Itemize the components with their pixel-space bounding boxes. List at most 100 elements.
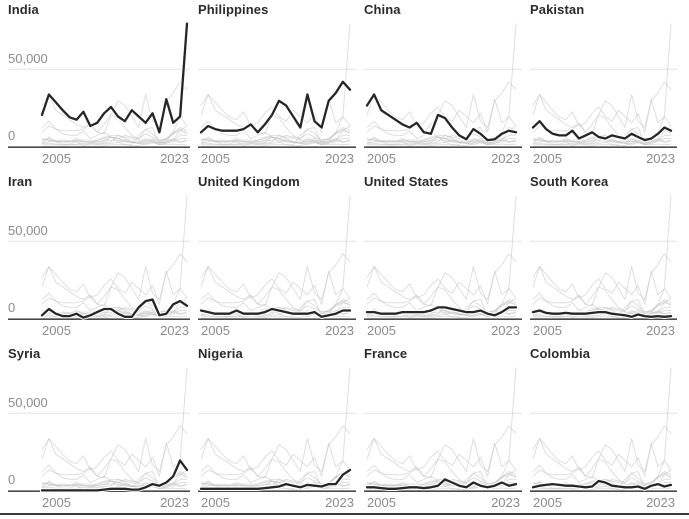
line-plot bbox=[198, 195, 356, 320]
x-tick-2005: 2005 bbox=[533, 151, 562, 166]
x-tick-2005: 2005 bbox=[367, 495, 396, 510]
background-series-line-south-korea bbox=[41, 482, 188, 490]
chart-bottom-border bbox=[0, 513, 689, 515]
focus-series-line bbox=[365, 93, 518, 142]
y-axis-label-0: 0 bbox=[8, 300, 16, 315]
background-series-line-france bbox=[367, 134, 517, 146]
chart-panel: United States 2005 2023 bbox=[364, 174, 522, 338]
x-axis-labels: 2005 2023 bbox=[8, 496, 190, 510]
background-series-line-south-korea bbox=[366, 138, 517, 146]
panel-grid: India 50,000 0 2005 2023 Philippines 200… bbox=[8, 2, 677, 510]
background-series-line-colombia bbox=[41, 480, 188, 490]
background-series-line-china bbox=[200, 266, 351, 313]
y-axis-label-50000: 50,000 bbox=[8, 51, 48, 66]
line-plot bbox=[8, 367, 190, 492]
background-series-line-china bbox=[41, 266, 188, 313]
background-series-line-philippines bbox=[41, 425, 188, 477]
chart-panel: China 2005 2023 bbox=[364, 2, 522, 166]
focus-series-line bbox=[365, 478, 518, 490]
line-plot bbox=[198, 23, 356, 148]
x-tick-2023: 2023 bbox=[160, 323, 189, 338]
chart-panel: France 2005 2023 bbox=[364, 346, 522, 510]
x-tick-2023: 2023 bbox=[646, 323, 675, 338]
background-series-line-south-korea bbox=[200, 138, 351, 146]
panel-title: South Korea bbox=[530, 174, 609, 189]
line-plot bbox=[8, 195, 190, 320]
chart-panel: United Kingdom 2005 2023 bbox=[198, 174, 356, 338]
panel-title: China bbox=[364, 2, 401, 17]
x-tick-2005: 2005 bbox=[201, 323, 230, 338]
panel-title: Syria bbox=[8, 346, 41, 361]
x-tick-2005: 2005 bbox=[201, 151, 230, 166]
x-tick-2005: 2005 bbox=[367, 323, 396, 338]
x-tick-2023: 2023 bbox=[160, 151, 189, 166]
background-series-line-china bbox=[41, 438, 188, 485]
panel-title: Iran bbox=[8, 174, 33, 189]
x-tick-2005: 2005 bbox=[42, 151, 71, 166]
panel-title: India bbox=[8, 2, 39, 17]
background-series-line-philippines bbox=[532, 425, 672, 477]
x-axis-labels: 2005 2023 bbox=[198, 324, 356, 338]
x-tick-2023: 2023 bbox=[160, 495, 189, 510]
x-tick-2023: 2023 bbox=[325, 151, 354, 166]
focus-series-line bbox=[199, 307, 352, 318]
x-axis-labels: 2005 2023 bbox=[364, 324, 522, 338]
background-series-line-south-korea bbox=[41, 138, 188, 146]
chart-panel: South Korea 2005 2023 bbox=[530, 174, 677, 338]
panel-title: France bbox=[364, 346, 408, 361]
panel-title: Colombia bbox=[530, 346, 591, 361]
x-tick-2005: 2005 bbox=[201, 495, 230, 510]
line-plot bbox=[530, 367, 677, 492]
x-axis-labels: 2005 2023 bbox=[198, 152, 356, 166]
focus-series-line bbox=[365, 306, 518, 317]
x-tick-2023: 2023 bbox=[646, 495, 675, 510]
focus-series-line bbox=[531, 120, 673, 142]
focus-series-line bbox=[199, 468, 352, 490]
focus-series-line bbox=[531, 479, 673, 490]
line-plot bbox=[530, 23, 677, 148]
x-tick-2005: 2005 bbox=[42, 495, 71, 510]
chart-panel: Pakistan 2005 2023 bbox=[530, 2, 677, 166]
x-tick-2023: 2023 bbox=[491, 323, 520, 338]
panel-title: United States bbox=[364, 174, 449, 189]
y-axis-label-50000: 50,000 bbox=[8, 223, 48, 238]
focus-series-line bbox=[531, 309, 673, 318]
background-series-line-colombia bbox=[200, 136, 351, 146]
x-axis-labels: 2005 2023 bbox=[530, 496, 677, 510]
background-series-line-china bbox=[532, 266, 672, 313]
x-tick-2005: 2005 bbox=[533, 323, 562, 338]
line-plot bbox=[364, 195, 522, 320]
x-tick-2023: 2023 bbox=[325, 323, 354, 338]
x-tick-2005: 2005 bbox=[42, 323, 71, 338]
background-series-line-france bbox=[201, 134, 351, 146]
focus-series-line bbox=[40, 459, 189, 492]
background-series-line-philippines bbox=[366, 253, 517, 305]
chart-panel: Syria 50,000 0 2005 2023 bbox=[8, 346, 190, 510]
y-axis-label-0: 0 bbox=[8, 128, 16, 143]
focus-series-line bbox=[199, 80, 352, 134]
x-axis-labels: 2005 2023 bbox=[530, 152, 677, 166]
panel-title: Nigeria bbox=[198, 346, 243, 361]
line-plot bbox=[8, 22, 190, 148]
background-series-line-china bbox=[200, 438, 351, 485]
x-axis-labels: 2005 2023 bbox=[364, 496, 522, 510]
background-series-line-colombia bbox=[366, 136, 517, 146]
x-tick-2023: 2023 bbox=[646, 151, 675, 166]
focus-series-line bbox=[40, 22, 189, 134]
background-series-line-south-korea bbox=[532, 138, 672, 146]
background-series-line-philippines bbox=[200, 425, 351, 477]
x-tick-2023: 2023 bbox=[491, 151, 520, 166]
background-series-line-china bbox=[366, 438, 517, 485]
background-series-line-philippines bbox=[532, 253, 672, 305]
x-tick-2005: 2005 bbox=[367, 151, 396, 166]
background-series-line-philippines bbox=[532, 81, 672, 133]
background-series-line-south-korea bbox=[200, 482, 351, 490]
x-axis-labels: 2005 2023 bbox=[198, 496, 356, 510]
background-series-line-china bbox=[532, 438, 672, 485]
line-plot bbox=[364, 367, 522, 492]
x-tick-2023: 2023 bbox=[491, 495, 520, 510]
panel-title: Pakistan bbox=[530, 2, 585, 17]
background-series-line-philippines bbox=[41, 253, 188, 305]
background-series-line-philippines bbox=[366, 81, 517, 133]
